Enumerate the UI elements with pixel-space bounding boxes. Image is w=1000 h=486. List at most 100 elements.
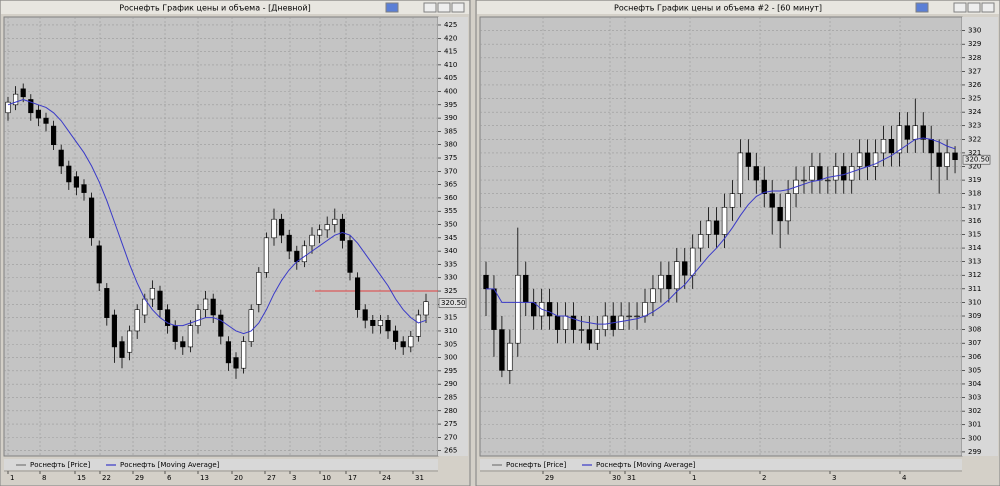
candle-body: [385, 320, 391, 332]
candle-body: [825, 179, 831, 182]
candle-body: [256, 272, 262, 305]
candle-body: [809, 166, 815, 181]
candle-body: [66, 165, 72, 183]
y-tick-label: 326: [968, 81, 982, 89]
candle-body: [43, 117, 49, 124]
candle-body: [423, 301, 429, 316]
y-tick-label: 405: [444, 74, 457, 82]
x-tick-label: 13: [200, 474, 209, 482]
x-tick-label: 8: [42, 474, 46, 482]
x-tick-label: 1: [10, 474, 14, 482]
candle-body: [642, 302, 648, 317]
candle-body: [233, 357, 239, 369]
moving-average: [486, 137, 956, 325]
window-title: Роснефть График цены и объема - [Дневной…: [119, 4, 311, 13]
candle-body: [602, 315, 608, 330]
candle-body: [119, 341, 125, 358]
candle-body: [713, 220, 720, 235]
candle-body: [317, 229, 323, 236]
y-tick-label: 307: [968, 339, 981, 347]
candle-body: [5, 101, 11, 114]
candle-body: [127, 330, 133, 353]
y-tick-label: 320: [968, 163, 981, 171]
candle-body: [218, 314, 224, 337]
candle-body: [370, 320, 376, 326]
candle-body: [737, 152, 744, 194]
x-tick-label: 29: [545, 474, 554, 482]
candle-body: [912, 125, 918, 140]
axis-area: [962, 17, 998, 456]
candle-body: [104, 288, 110, 318]
candle-body: [263, 237, 269, 273]
y-tick-label: 365: [444, 181, 457, 189]
x-tick-label: 27: [267, 474, 276, 482]
legend-label: Роснефть [Price]: [30, 461, 90, 469]
candle-body: [626, 315, 632, 318]
candle-body: [286, 234, 292, 252]
candle-body: [729, 193, 736, 208]
candle-body: [324, 224, 330, 231]
x-tick-label: 3: [292, 474, 296, 482]
x-tick-label: 31: [415, 474, 424, 482]
y-tick-label: 305: [968, 366, 981, 374]
candle-body: [682, 261, 688, 276]
y-tick-label: 309: [968, 312, 981, 320]
candle-body: [195, 309, 201, 326]
last-price-box: [438, 298, 467, 308]
window-button[interactable]: [915, 2, 929, 13]
candle-body: [880, 139, 887, 154]
x-tick-label: 24: [382, 474, 391, 482]
candle-body: [51, 125, 57, 146]
moving-average: [7, 98, 427, 335]
y-tick-label: 360: [444, 194, 457, 202]
candle-body: [618, 315, 624, 330]
candle-body: [355, 277, 361, 310]
candle-body: [35, 109, 41, 119]
candle-body: [570, 315, 577, 330]
window-button[interactable]: [967, 2, 981, 13]
x-tick-label: 20: [234, 474, 243, 482]
y-tick-label: 325: [444, 287, 457, 295]
candle-body: [801, 179, 807, 182]
window-button[interactable]: [423, 2, 437, 13]
y-tick-label: 301: [968, 421, 981, 429]
candle-body: [149, 288, 155, 300]
y-tick-label: 375: [444, 154, 457, 162]
candle-body: [301, 245, 307, 263]
y-tick-label: 420: [444, 34, 457, 42]
candle-body: [393, 330, 399, 342]
candle-body: [165, 309, 171, 326]
candle-body: [785, 193, 791, 222]
candle-body: [864, 152, 871, 167]
candle-body: [483, 274, 489, 290]
candle-body: [872, 152, 879, 167]
candle-body: [777, 206, 783, 222]
y-tick-label: 340: [444, 247, 457, 255]
y-tick-label: 290: [444, 380, 457, 388]
candle-body: [952, 152, 958, 161]
window-button[interactable]: [385, 2, 399, 13]
y-tick-label: 330: [444, 274, 457, 282]
candle-body: [849, 166, 855, 181]
y-tick-label: 275: [444, 420, 457, 428]
candle-body: [817, 166, 823, 181]
y-tick-label: 305: [444, 340, 457, 348]
candle-body: [248, 309, 254, 342]
y-tick-label: 350: [444, 221, 457, 229]
x-tick-label: 4: [902, 474, 907, 482]
candle-body: [634, 315, 640, 318]
y-tick-label: 308: [968, 326, 981, 334]
window-button[interactable]: [953, 2, 967, 13]
y-tick-label: 295: [444, 367, 457, 375]
window-button[interactable]: [437, 2, 451, 13]
candle-body: [499, 329, 505, 371]
x-tick-label: 15: [77, 474, 86, 482]
window-button[interactable]: [451, 2, 465, 13]
candle-body: [856, 152, 863, 167]
candle-body: [928, 139, 934, 154]
y-tick-label: 400: [444, 87, 457, 95]
y-tick-label: 390: [444, 114, 457, 122]
candle-body: [210, 298, 216, 316]
window-button[interactable]: [981, 2, 995, 13]
last-price-box: [962, 154, 991, 165]
